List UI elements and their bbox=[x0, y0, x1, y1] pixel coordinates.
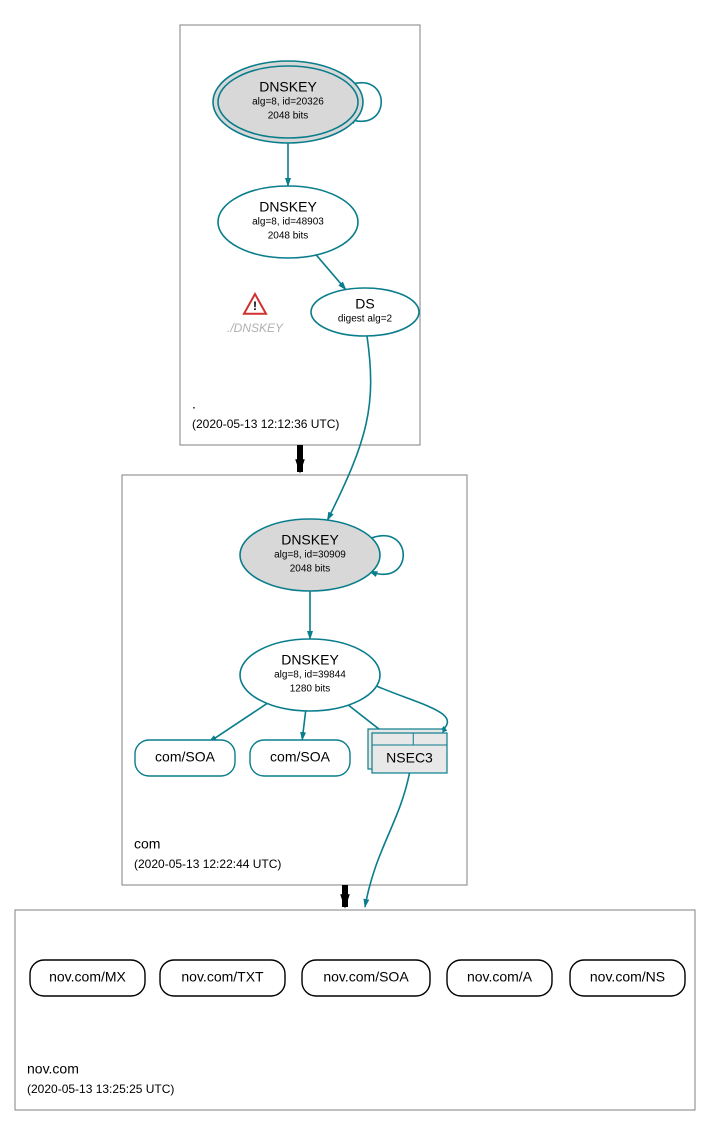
node-warn: ! ./DNSKEY bbox=[227, 294, 284, 335]
node-text: alg=8, id=30909 bbox=[274, 550, 346, 561]
node-text: nov.com/MX bbox=[49, 969, 126, 985]
svg-text:!: ! bbox=[253, 299, 257, 313]
node-text: 2048 bits bbox=[290, 564, 331, 575]
zone-timestamp: (2020-05-13 13:25:25 UTC) bbox=[27, 1082, 174, 1096]
node-nov_mx: nov.com/MX bbox=[30, 960, 145, 996]
node-dnskey_com_2: DNSKEY alg=8, id=39844 1280 bits bbox=[240, 639, 380, 711]
node-text: alg=8, id=20326 bbox=[252, 97, 324, 108]
node-nov_ns: nov.com/NS bbox=[570, 960, 685, 996]
node-text: com/SOA bbox=[270, 749, 331, 765]
node-nov_a: nov.com/A bbox=[447, 960, 552, 996]
node-text: NSEC3 bbox=[386, 750, 433, 766]
zone-label: . bbox=[192, 396, 196, 412]
node-text: DNSKEY bbox=[281, 652, 339, 668]
zone-timestamp: (2020-05-13 12:12:36 UTC) bbox=[192, 417, 339, 431]
node-text: 2048 bits bbox=[268, 111, 309, 122]
node-text: digest alg=2 bbox=[338, 314, 393, 325]
node-text: alg=8, id=48903 bbox=[252, 217, 324, 228]
dnssec-diagram: . (2020-05-13 12:12:36 UTC) com (2020-05-13… bbox=[0, 0, 707, 1128]
node-dnskey_root_2: DNSKEY alg=8, id=48903 2048 bits bbox=[218, 186, 358, 258]
node-text: DS bbox=[355, 296, 374, 312]
node-text: DNSKEY bbox=[259, 79, 317, 95]
node-com_soa_2: com/SOA bbox=[250, 740, 350, 776]
zone-timestamp: (2020-05-13 12:22:44 UTC) bbox=[134, 857, 281, 871]
zone-label: com bbox=[134, 836, 160, 852]
node-nov_txt: nov.com/TXT bbox=[160, 960, 285, 996]
node-text: nov.com/A bbox=[467, 969, 533, 985]
node-ds_root: DS digest alg=2 bbox=[311, 288, 419, 336]
node-text: 1280 bits bbox=[290, 684, 331, 695]
zone-label: nov.com bbox=[27, 1061, 79, 1077]
node-text: alg=8, id=39844 bbox=[274, 670, 346, 681]
node-text: com/SOA bbox=[155, 749, 216, 765]
warning-text: ./DNSKEY bbox=[227, 321, 284, 335]
node-text: DNSKEY bbox=[281, 532, 339, 548]
node-nov_soa: nov.com/SOA bbox=[302, 960, 430, 996]
node-text: nov.com/NS bbox=[590, 969, 665, 985]
zone-nov: nov.com (2020-05-13 13:25:25 UTC) bbox=[15, 910, 695, 1110]
node-dnskey_com_1: DNSKEY alg=8, id=30909 2048 bits bbox=[240, 519, 380, 591]
node-com_soa_1: com/SOA bbox=[135, 740, 235, 776]
node-nsec3: NSEC3 bbox=[368, 729, 447, 773]
node-text: 2048 bits bbox=[268, 231, 309, 242]
node-text: nov.com/TXT bbox=[181, 969, 264, 985]
node-text: DNSKEY bbox=[259, 199, 317, 215]
node-dnskey_root_1: DNSKEY alg=8, id=20326 2048 bits bbox=[213, 61, 363, 143]
node-text: nov.com/SOA bbox=[323, 969, 409, 985]
